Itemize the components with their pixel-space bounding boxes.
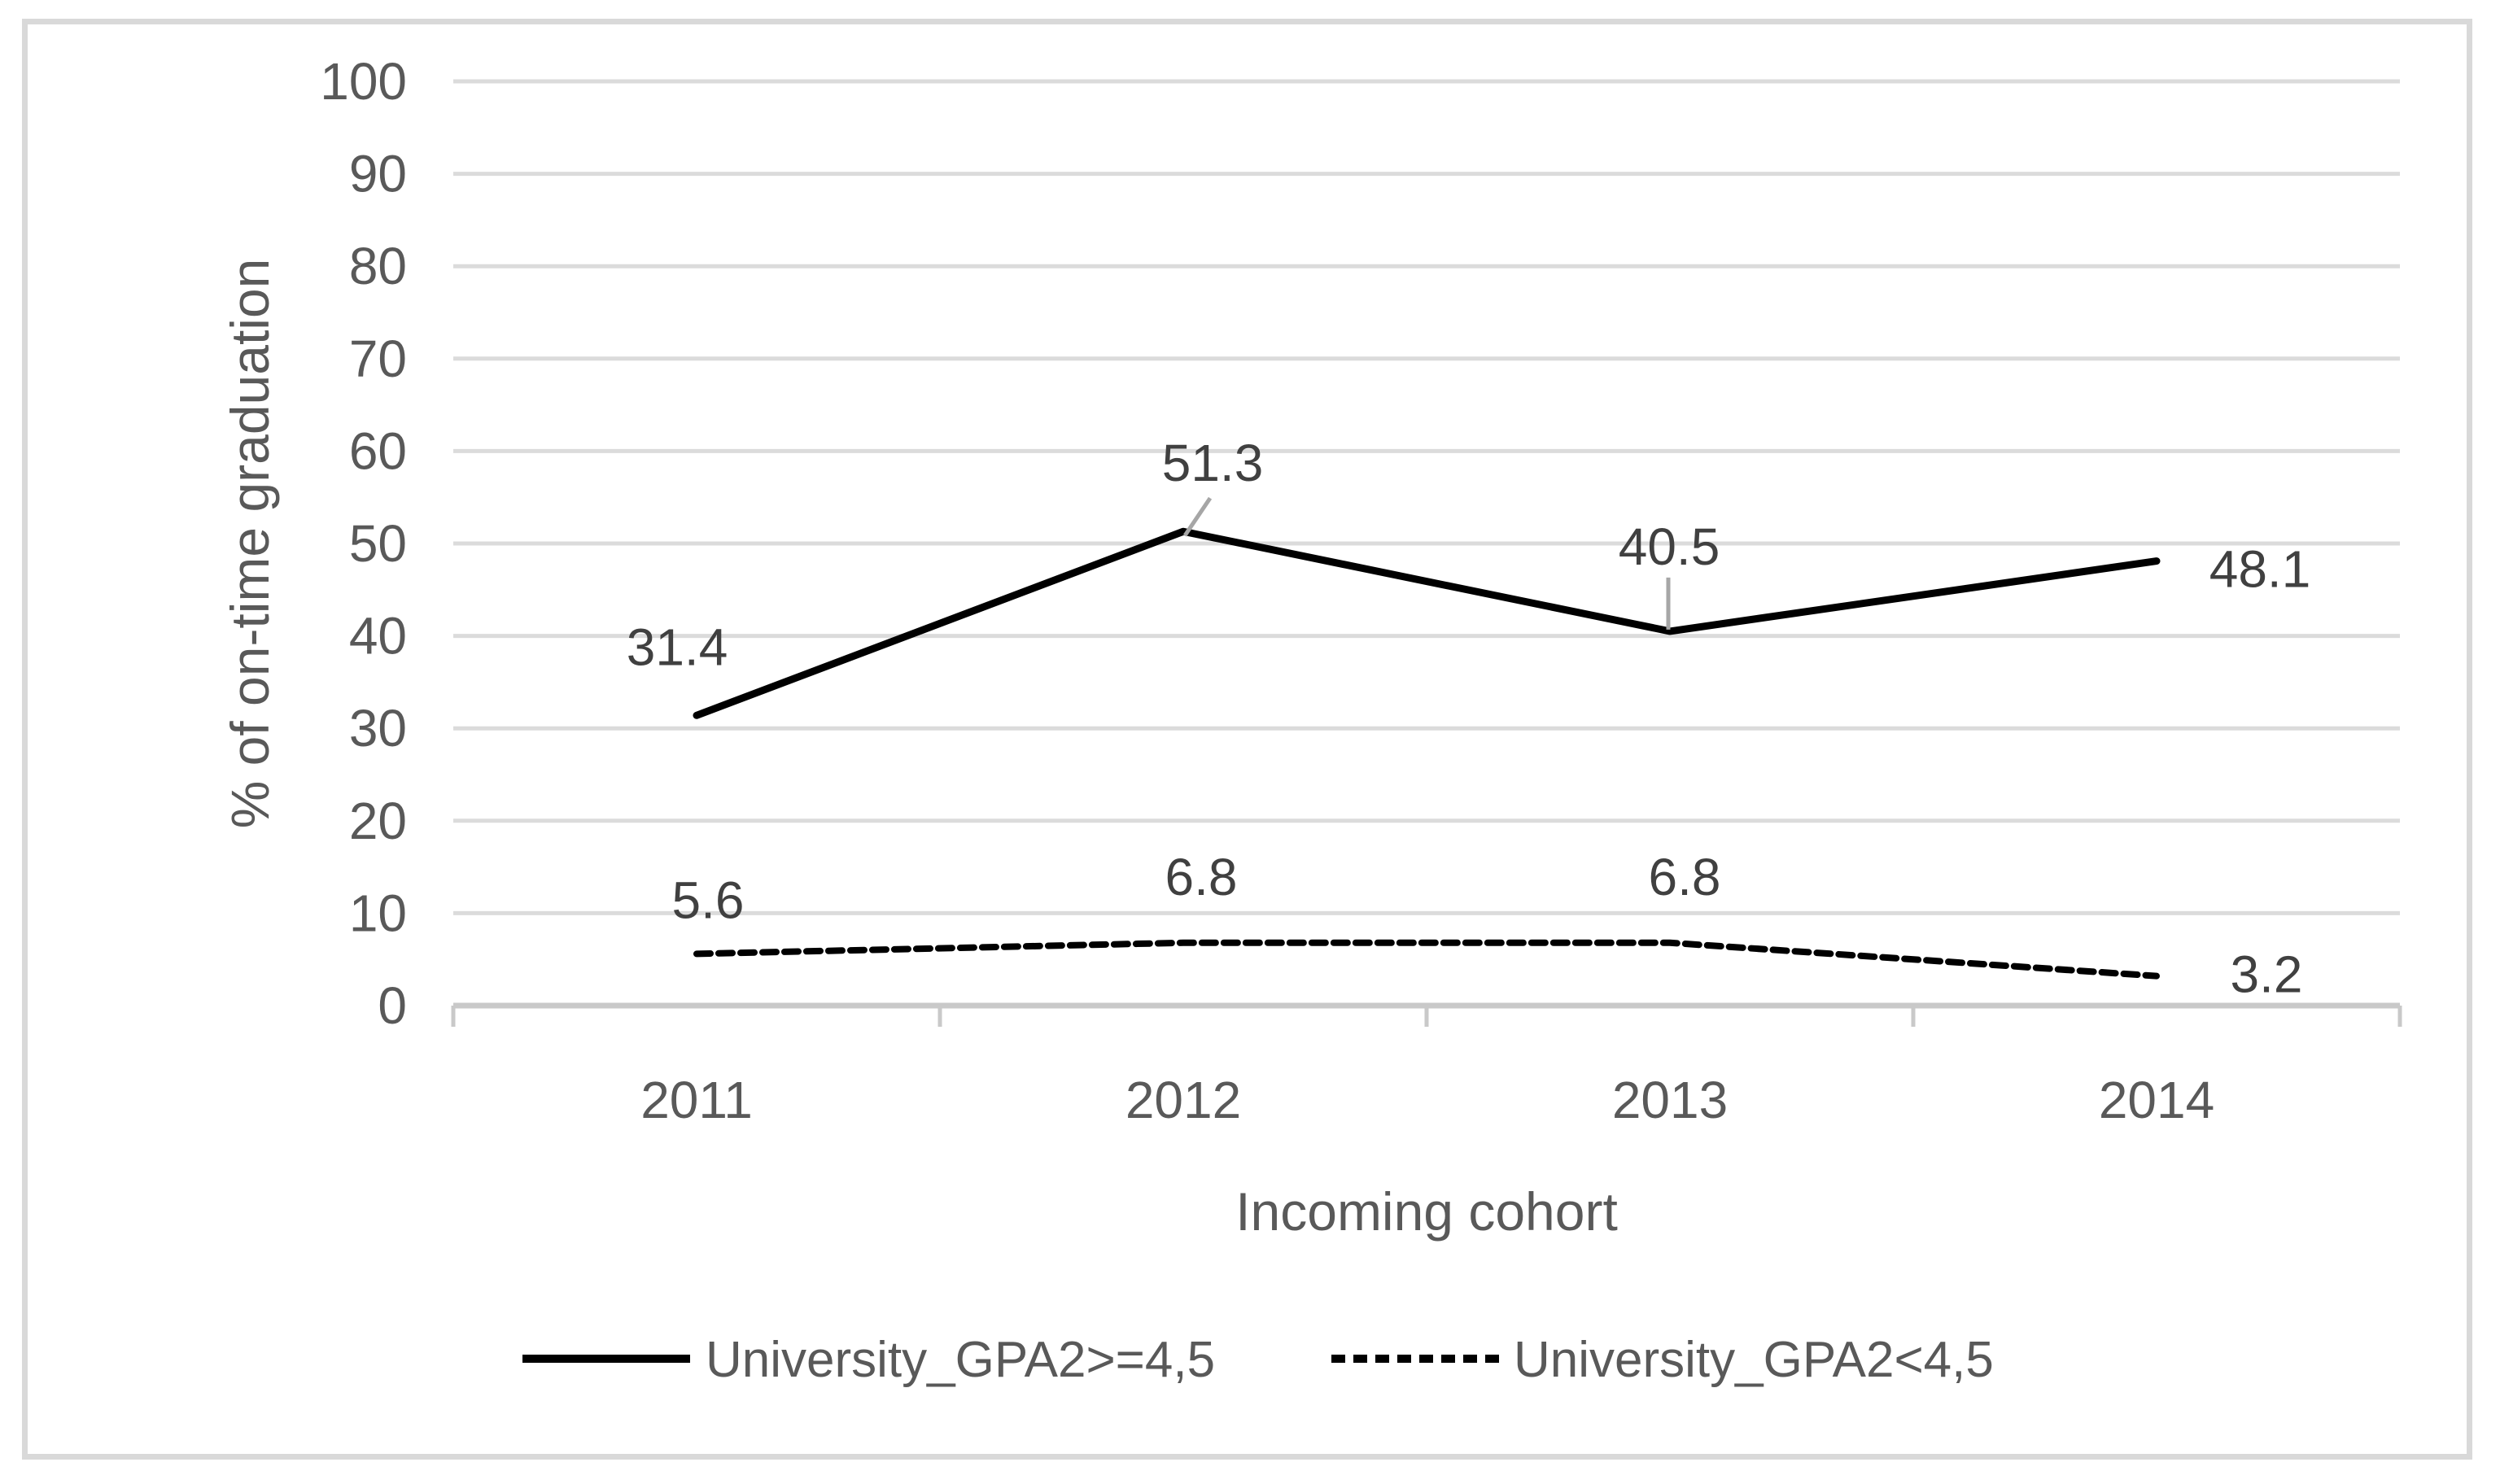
y-axis-title: % of on-time graduation [220,259,280,829]
data-label-leader-line [1182,496,1213,537]
legend-label: University_GPA2>=4,5 [706,1332,1215,1388]
x-axis-title: Incoming cohort [1235,1181,1618,1242]
y-tick-label: 100 [320,52,407,111]
y-tick-label: 60 [349,421,407,480]
y-tick-label: 40 [349,607,407,666]
series-layer [693,527,2161,980]
x-tick-label: 2014 [2099,1071,2214,1129]
data-label-layer: 31.4 51.3 40.5 48.1 5.6 6.8 6.8 3.2 [627,434,2311,1003]
y-tick-label: 90 [349,145,407,203]
gridline-layer: 0 10 20 30 40 50 60 70 80 90 100 [320,52,2400,1035]
legend-item-gpa-high: University_GPA2>=4,5 [522,1332,1215,1388]
series-line-gpa-low [693,939,2160,980]
x-tick-label: 2011 [640,1071,753,1129]
data-label: 5.6 [672,871,745,929]
data-label: 40.5 [1619,517,1720,576]
y-tick-label: 80 [349,237,407,295]
legend-label: University_GPA2<4,5 [1514,1332,1994,1388]
y-tick-label: 0 [378,976,407,1035]
data-label: 6.8 [1165,848,1238,906]
data-label: 48.1 [2209,540,2311,599]
legend: University_GPA2>=4,5 University_GPA2<4,5 [522,1332,1994,1388]
data-label: 51.3 [1162,434,1264,492]
x-tick-label: 2012 [1125,1071,1241,1129]
y-tick-label: 10 [349,884,407,942]
y-tick-label: 30 [349,699,407,757]
data-label: 31.4 [627,618,728,676]
data-label: 3.2 [2231,945,2303,1004]
axis-layer: 2011 2012 2013 2014 [451,1002,2402,1129]
legend-item-gpa-low: University_GPA2<4,5 [1331,1332,1994,1388]
y-tick-label: 20 [349,792,407,850]
y-tick-label: 50 [349,514,407,573]
x-tick-label: 2013 [1612,1071,1728,1129]
series-line-gpa-high [693,527,2161,719]
y-tick-label: 70 [349,330,407,388]
data-label: 6.8 [1649,848,1721,906]
